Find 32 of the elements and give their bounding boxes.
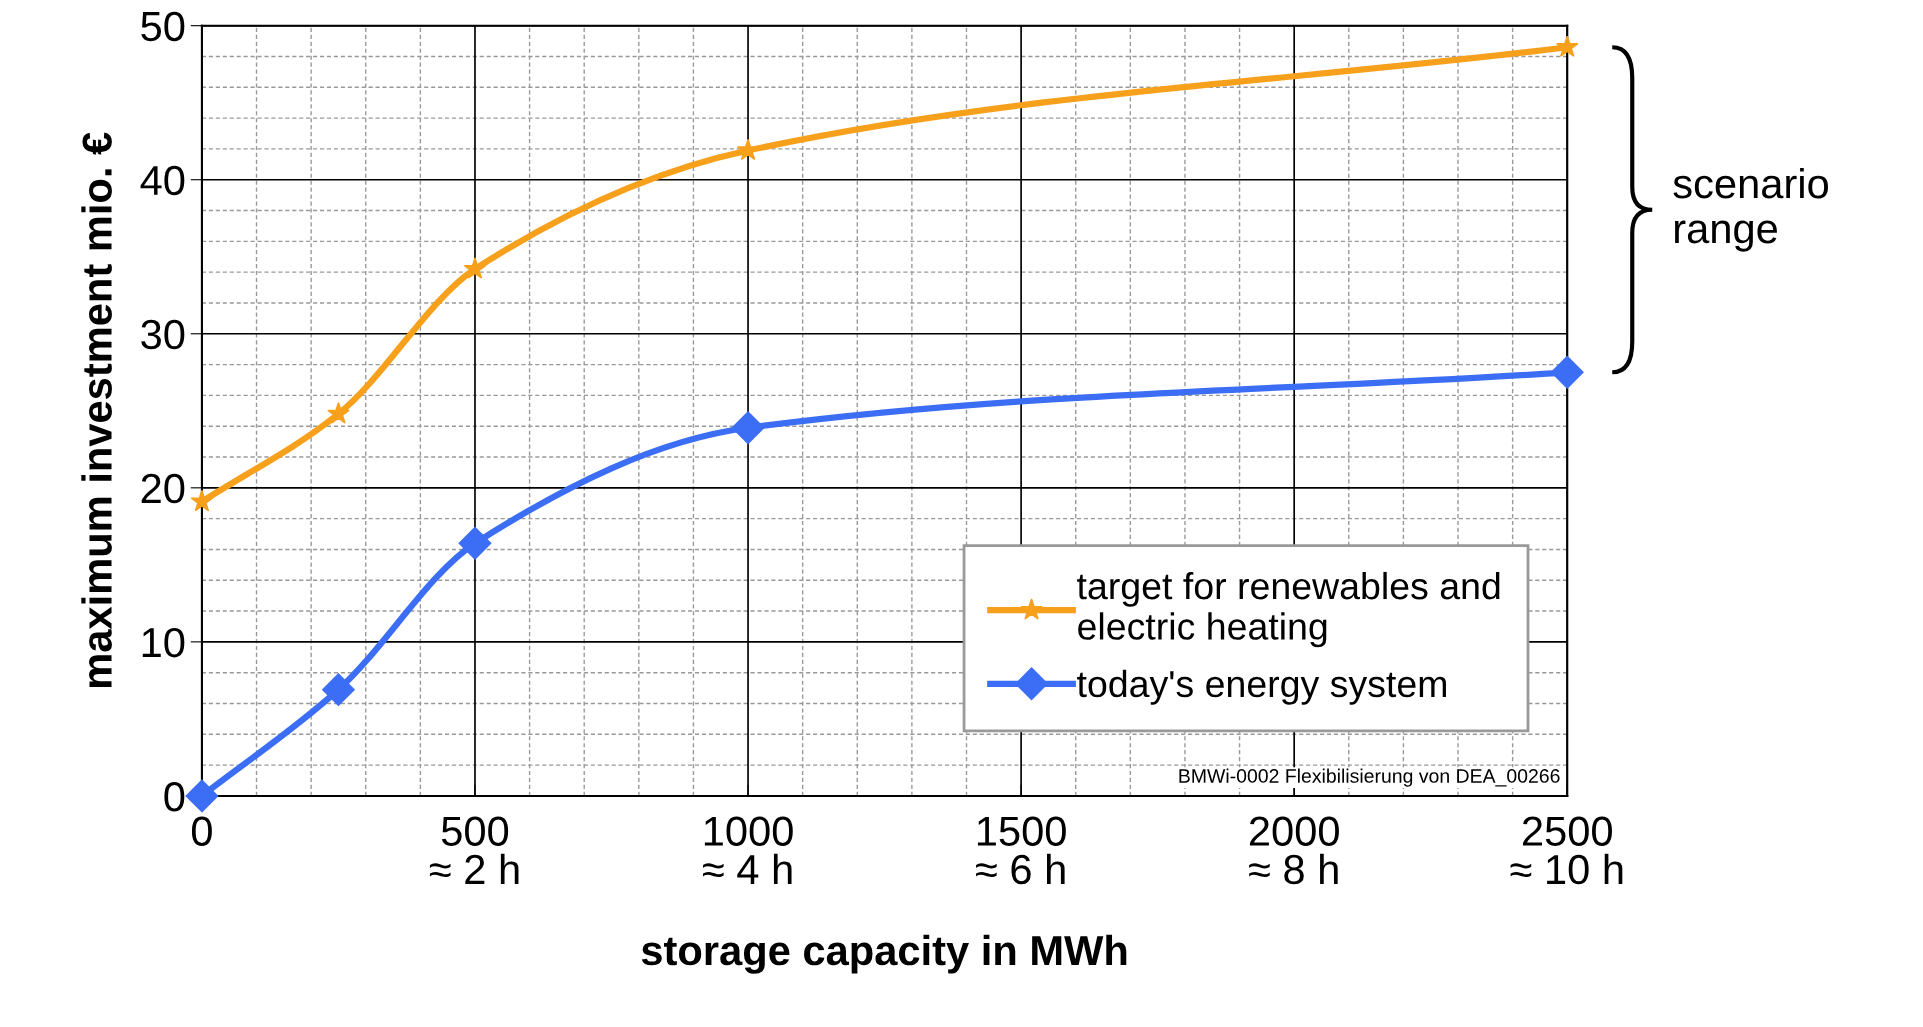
x-tick-label: 2000 [1249,816,1339,846]
x-tick-label: 500 [441,816,509,846]
y-tick-label: 30 [141,319,185,350]
y-tick-label: 50 [141,11,185,42]
y-tick-label: 10 [142,627,185,658]
x2-tick-label: ≈ 10 h [1510,853,1623,885]
x-tick-label: 1500 [977,816,1066,846]
y-tick-label: 20 [141,473,185,504]
legend-label: target for renewables and electric heating [1077,571,1500,648]
y-tick-label: 40 [140,165,185,196]
point [731,411,765,445]
point [1550,355,1584,389]
x2-tick-label: ≈ 2 h [429,853,519,884]
annotation: BMWi-0002 Flexibilisierung von DEA_00266 [1179,768,1560,787]
x2-tick-label: ≈ 4 h [703,853,792,884]
point [190,489,214,512]
x2-tick-label: ≈ 6 h [976,853,1065,885]
x-axis-title: storage capacity in MWh [641,934,1127,974]
point [185,779,219,813]
point [322,673,355,707]
x-tick-label: 2500 [1523,816,1612,846]
point [327,402,350,424]
y-tick-label: 0 [164,781,185,812]
y-axis-title: maximum investment mio. € [81,132,112,688]
x-tick-label: 0 [191,816,212,846]
point [1555,35,1579,57]
point [458,526,492,560]
x-tick-label: 1000 [704,816,793,846]
text: scenario range [1673,167,1828,252]
legend-label: today's energy system [1077,669,1446,705]
point [463,257,487,279]
x2-tick-label: ≈ 8 h [1249,853,1338,885]
